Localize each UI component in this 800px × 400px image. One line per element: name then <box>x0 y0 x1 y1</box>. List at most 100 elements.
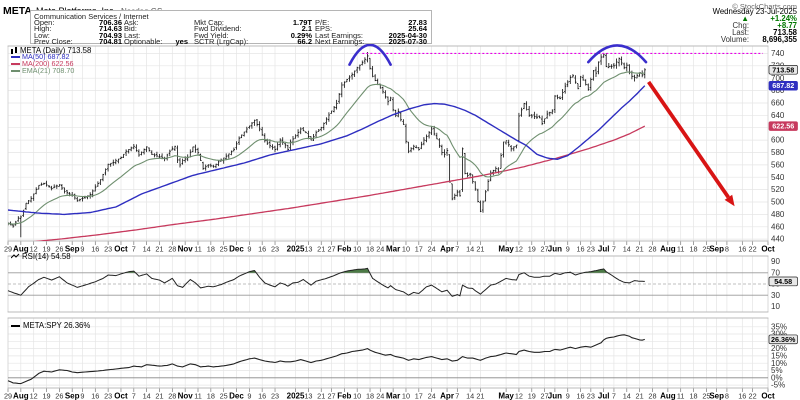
line-swatch <box>11 63 20 66</box>
svg-text:21: 21 <box>317 392 325 400</box>
svg-text:27: 27 <box>327 392 335 400</box>
svg-text:23: 23 <box>104 245 112 254</box>
svg-text:10: 10 <box>402 245 410 254</box>
svg-text:9: 9 <box>566 392 570 400</box>
svg-text:16: 16 <box>738 392 746 400</box>
quote-row: Fwd Yield: 0.29% <box>194 30 312 40</box>
volume-row: Volume: 8,696,355 <box>689 35 797 44</box>
svg-text:22: 22 <box>749 245 757 254</box>
ticker-symbol: META <box>3 5 32 17</box>
relative-strength-line <box>7 334 645 385</box>
svg-text:9: 9 <box>80 392 84 400</box>
quote-label: EPS: <box>315 24 333 34</box>
svg-text:11: 11 <box>194 245 202 254</box>
overlay-legend-ma50: MA(50) 687.82 <box>11 53 91 61</box>
change-row: Chg: +8.77 <box>689 20 797 30</box>
quote-value: 704.81 <box>99 36 122 46</box>
line-swatch <box>11 56 20 59</box>
svg-text:17: 17 <box>415 245 423 254</box>
svg-text:Aug: Aug <box>13 245 29 254</box>
svg-text:Dec: Dec <box>229 245 244 254</box>
svg-text:11: 11 <box>677 245 685 254</box>
svg-text:21: 21 <box>155 392 163 400</box>
svg-text:29: 29 <box>4 245 12 254</box>
quote-row: Low: 704.93 <box>34 31 122 39</box>
svg-text:24: 24 <box>428 245 436 254</box>
quote-value: 714.63 <box>99 24 122 34</box>
svg-text:90: 90 <box>771 257 780 266</box>
svg-text:640: 640 <box>771 111 785 120</box>
svg-text:Apr: Apr <box>440 245 454 254</box>
sector-industry: Communication Services / Internet <box>34 12 149 21</box>
quote-column: Ask: Bid: Last: Optionable: yes <box>124 19 188 46</box>
svg-text:440: 440 <box>771 235 785 244</box>
svg-text:12: 12 <box>515 245 523 254</box>
svg-text:19: 19 <box>42 245 50 254</box>
svg-text:70: 70 <box>771 268 780 277</box>
date-line: Wednesday 23-Jul-2025 <box>712 7 797 16</box>
svg-text:Oct: Oct <box>114 392 128 400</box>
svg-text:560: 560 <box>771 160 785 169</box>
svg-text:8: 8 <box>725 245 729 254</box>
svg-text:713.58: 713.58 <box>772 65 794 74</box>
svg-text:600: 600 <box>771 136 785 145</box>
svg-text:7: 7 <box>455 392 459 400</box>
percent-change-value: +1.24% <box>770 13 797 23</box>
quote-label: Fwd Dividend: <box>194 24 242 34</box>
change-label: Chg: <box>732 20 749 30</box>
quote-column: Open: 706.36 High: 714.63 Low: 704.93 Prev Clo… <box>34 19 122 46</box>
quote-row: Last Earnings: 2025-04-30 <box>315 31 427 39</box>
svg-text:24: 24 <box>376 245 384 254</box>
svg-text:18: 18 <box>366 245 374 254</box>
last-value: 713.58 <box>773 27 797 37</box>
svg-text:Jul: Jul <box>598 245 610 254</box>
svg-text:14: 14 <box>466 245 474 254</box>
quote-row: Mkt Cap: 1.79T <box>194 18 312 27</box>
overlay-legend-ma200: MA(200) 622.56 <box>11 60 91 68</box>
quote-value: 1.79T <box>292 18 312 27</box>
svg-text:10%: 10% <box>771 359 787 368</box>
svg-text:5%: 5% <box>771 366 783 375</box>
quote-row: Ask: <box>124 19 188 27</box>
svg-text:17: 17 <box>415 392 423 400</box>
svg-text:Nov: Nov <box>178 245 194 254</box>
svg-text:2025: 2025 <box>287 245 305 254</box>
x-axis-labels: 2929AugAug121219192626SepSep9916162323Oc… <box>4 241 775 400</box>
main-legend-title-row: META (Daily) 713.58 <box>11 46 91 54</box>
svg-text:19: 19 <box>528 392 536 400</box>
svg-text:Sep: Sep <box>709 245 724 254</box>
ma200-line <box>33 125 646 241</box>
price-series <box>8 52 646 241</box>
panel-border-2 <box>7 317 769 389</box>
svg-text:Nov: Nov <box>178 392 194 400</box>
rsi-line <box>7 267 645 297</box>
svg-text:9: 9 <box>80 245 84 254</box>
quote-label: SCTR (LrgCap): <box>194 36 249 46</box>
svg-text:27: 27 <box>541 245 549 254</box>
price-gridlines: 4404604805005205405605806006206406606807… <box>8 49 785 244</box>
svg-text:28: 28 <box>168 392 176 400</box>
quote-value: 25.64 <box>408 24 427 34</box>
svg-text:12: 12 <box>30 392 38 400</box>
svg-text:18: 18 <box>207 245 215 254</box>
svg-text:21: 21 <box>476 245 484 254</box>
svg-text:12: 12 <box>30 245 38 254</box>
svg-text:12: 12 <box>515 392 523 400</box>
svg-text:Jun: Jun <box>548 392 562 400</box>
svg-text:622.56: 622.56 <box>772 122 794 131</box>
quote-row: High: 714.63 <box>34 24 122 34</box>
svg-text:21: 21 <box>317 245 325 254</box>
indicator-icon <box>11 253 20 259</box>
svg-text:10: 10 <box>402 392 410 400</box>
quote-row: Bid: <box>124 25 188 33</box>
quote-label: Prev Close: <box>34 36 73 46</box>
up-arrow-icon: ▲ <box>741 13 749 23</box>
svg-text:Jun: Jun <box>548 245 562 254</box>
svg-text:27: 27 <box>541 392 549 400</box>
svg-text:480: 480 <box>771 210 785 219</box>
main-chart-legend: META (Daily) 713.58 MA(50) 687.82 MA(200)… <box>11 46 91 74</box>
quote-value: 0.29% <box>290 30 312 40</box>
svg-text:660: 660 <box>771 99 785 108</box>
svg-text:500: 500 <box>771 198 785 207</box>
